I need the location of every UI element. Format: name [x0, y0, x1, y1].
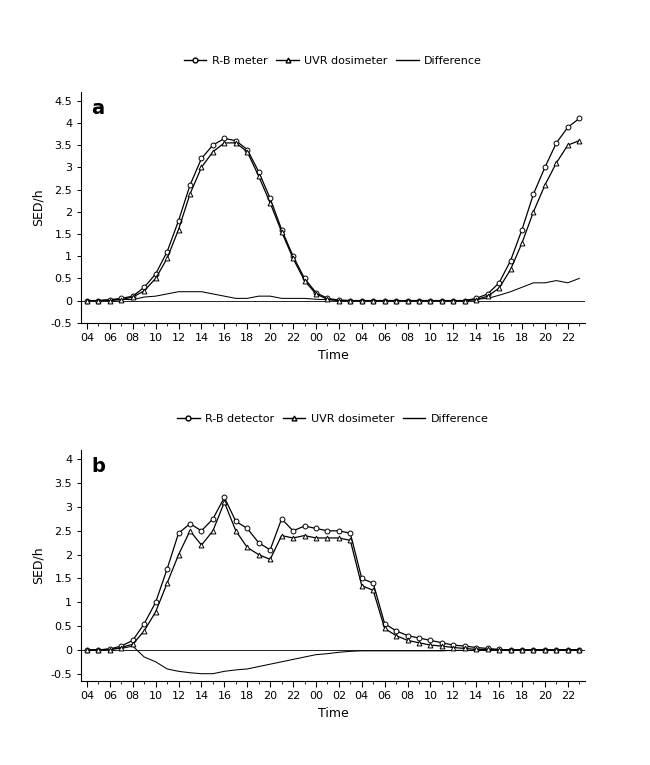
- Text: a: a: [91, 99, 105, 118]
- X-axis label: Time: Time: [318, 707, 348, 720]
- Legend: R-B meter, UVR dosimeter, Difference: R-B meter, UVR dosimeter, Difference: [179, 51, 487, 70]
- X-axis label: Time: Time: [318, 349, 348, 362]
- Legend: R-B detector, UVR dosimeter, Difference: R-B detector, UVR dosimeter, Difference: [173, 409, 493, 428]
- Y-axis label: SED/h: SED/h: [32, 546, 45, 584]
- Y-axis label: SED/h: SED/h: [32, 188, 45, 226]
- Text: b: b: [91, 457, 105, 476]
